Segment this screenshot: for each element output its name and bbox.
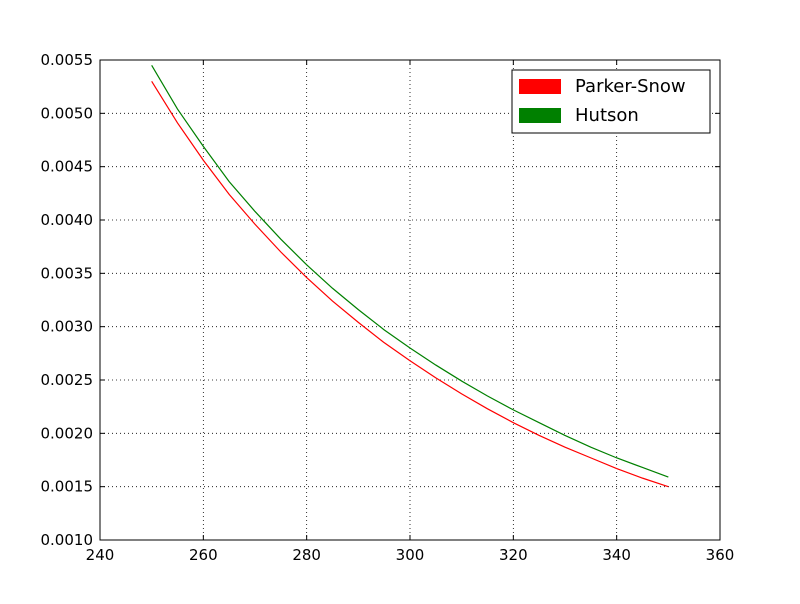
legend-label-parker-snow: Parker-Snow	[575, 76, 686, 97]
legend-swatch-parker-snow	[519, 79, 561, 94]
x-tick-label: 260	[189, 546, 218, 564]
tick-labels: 240 260 280 300 320 340 360 0.0010 0.0015 0.0020 0…	[41, 51, 735, 564]
legend: Parker-Snow Hutson	[511, 69, 711, 134]
legend-swatch-hutson	[519, 108, 561, 123]
y-tick-label: 0.0030	[41, 318, 94, 336]
y-tick-label: 0.0050	[41, 104, 94, 122]
y-tick-label: 0.0045	[41, 158, 94, 176]
y-tick-label: 0.0015	[41, 478, 94, 496]
x-tick-label: 340	[602, 546, 631, 564]
x-tick-label: 320	[499, 546, 528, 564]
y-tick-label: 0.0020	[41, 424, 94, 442]
series-lines	[151, 65, 669, 488]
y-tick-label: 0.0025	[41, 371, 94, 389]
series-line-parker-snow	[151, 81, 669, 488]
legend-label-hutson: Hutson	[575, 105, 639, 126]
x-tick-label: 240	[86, 546, 115, 564]
axis-ticks	[99, 59, 721, 541]
y-tick-label: 0.0040	[41, 211, 94, 229]
y-tick-label: 0.0035	[41, 264, 94, 282]
x-tick-label: 280	[292, 546, 321, 564]
x-tick-label: 300	[396, 546, 425, 564]
y-tick-label: 0.0055	[41, 51, 94, 69]
series-line-hutson	[151, 65, 669, 478]
y-tick-label: 0.0010	[41, 531, 94, 549]
x-tick-label: 360	[706, 546, 735, 564]
